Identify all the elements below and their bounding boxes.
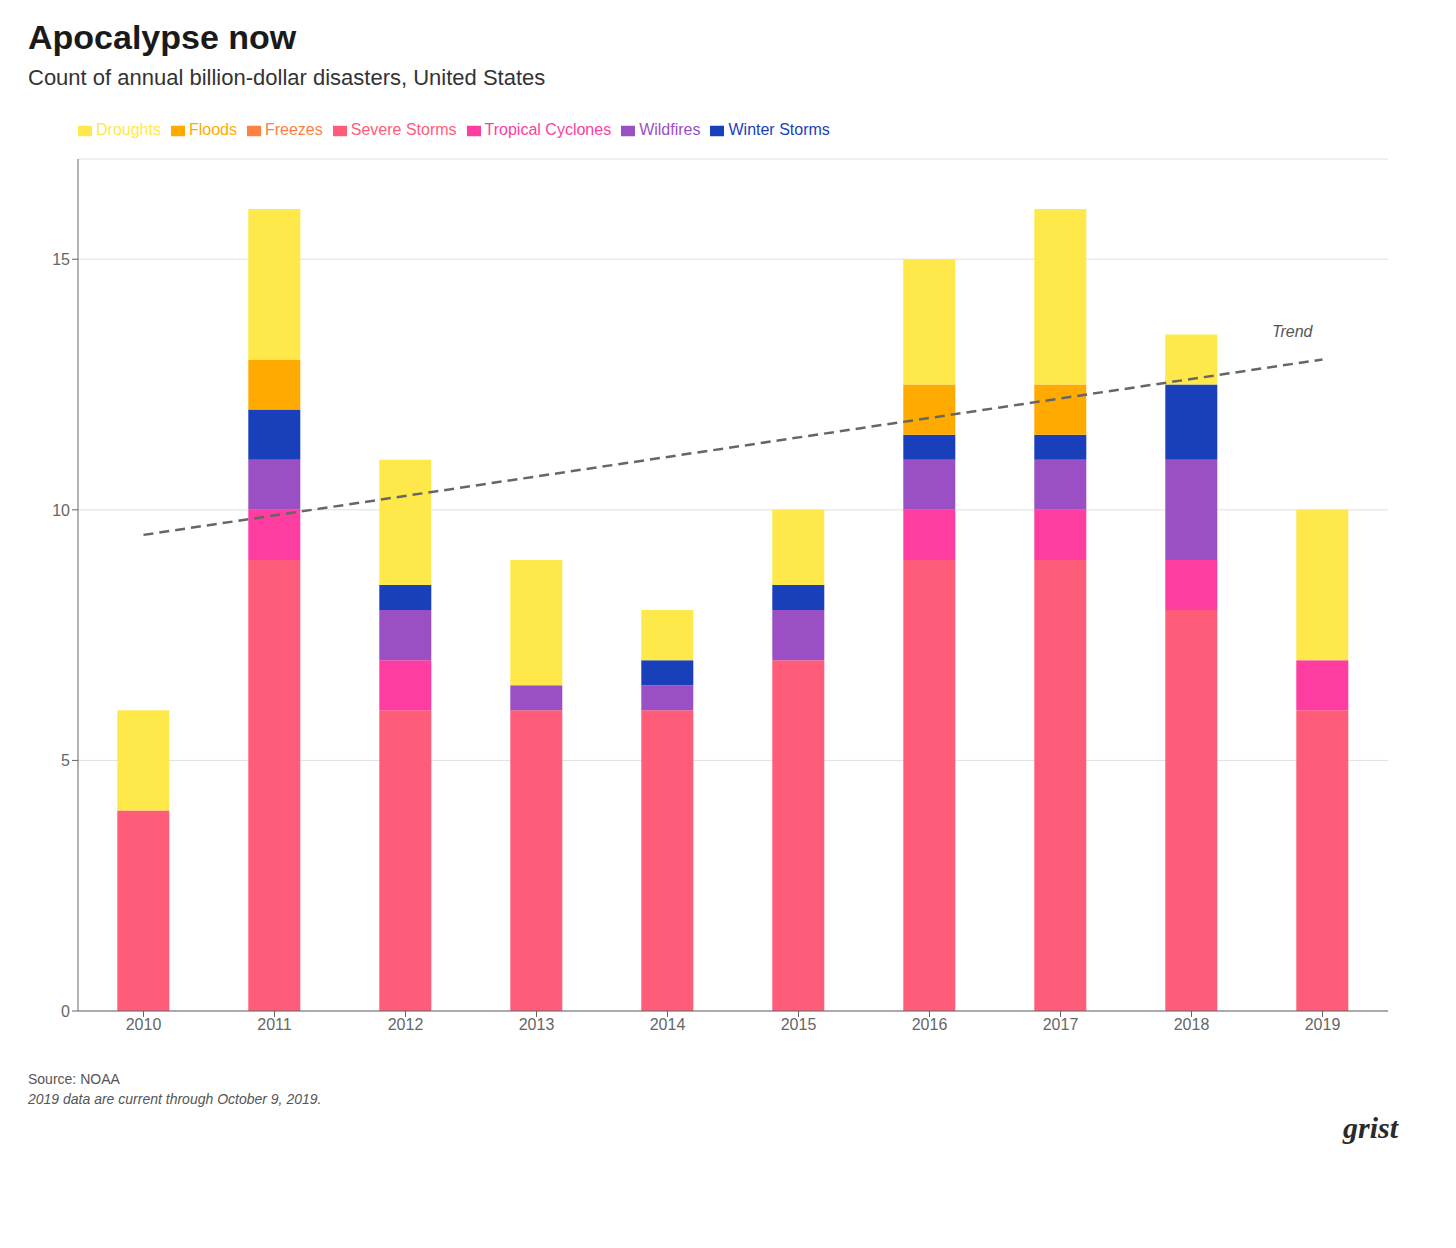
- svg-text:0: 0: [61, 1003, 70, 1020]
- svg-text:2017: 2017: [1043, 1016, 1079, 1033]
- svg-text:2018: 2018: [1174, 1016, 1210, 1033]
- svg-text:2016: 2016: [912, 1016, 948, 1033]
- html-text:Floods: Floods: [188, 121, 237, 138]
- html-text:Tropical Cyclones: Tropical Cyclones: [484, 121, 612, 138]
- svg-text:2012: 2012: [388, 1016, 424, 1033]
- html-text:Freezes: Freezes: [265, 121, 323, 138]
- html-text:grist: grist: [1343, 1111, 1398, 1144]
- svg-text:2010: 2010: [126, 1016, 162, 1033]
- svg-text:2013: 2013: [519, 1016, 555, 1033]
- html-text:Severe Storms: Severe Storms: [350, 121, 457, 138]
- svg-text:5: 5: [61, 752, 70, 769]
- html-text:Wildfires: Wildfires: [639, 121, 701, 138]
- html-text:2019 data are current through: 2019 data are current through October 9,…: [28, 1091, 322, 1107]
- svg-text:2011: 2011: [257, 1016, 292, 1033]
- html-text:Droughts: Droughts: [96, 121, 161, 138]
- svg-text:10: 10: [52, 502, 70, 519]
- html-text:Apocalypse now: Apocalypse now: [28, 18, 297, 56]
- html-text:Source: NOAA: Source: NOAA: [28, 1071, 120, 1087]
- html-text:Count of annual billion-dollar: Count of annual billion-dollar disasters…: [28, 65, 546, 90]
- svg-text:Trend: Trend: [1272, 323, 1314, 340]
- svg-text:2014: 2014: [650, 1016, 686, 1033]
- html-text:Winter Storms: Winter Storms: [728, 121, 830, 138]
- svg-text:2015: 2015: [781, 1016, 817, 1033]
- svg-text:15: 15: [52, 251, 70, 268]
- svg-text:2019: 2019: [1305, 1016, 1341, 1033]
